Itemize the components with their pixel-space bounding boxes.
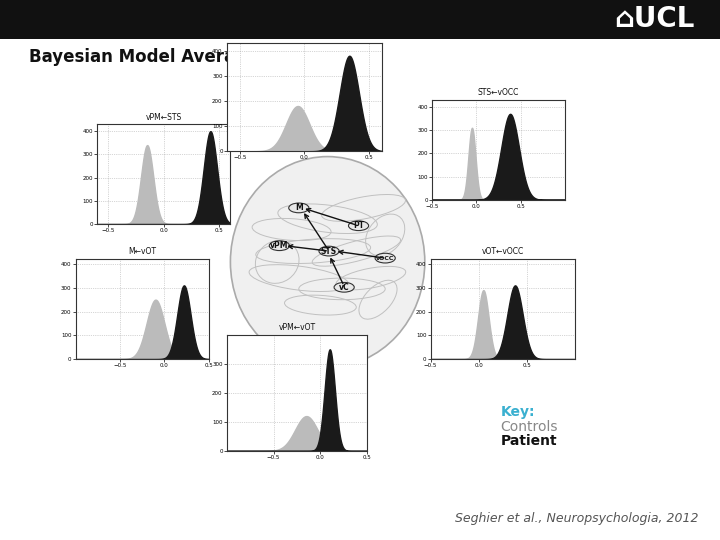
Text: vOT←vOCC: vOT←vOCC bbox=[482, 247, 523, 256]
Text: Bayesian Model Averaging: Bayesian Model Averaging bbox=[29, 48, 276, 66]
Text: Patient: Patient bbox=[500, 434, 557, 448]
Text: Seghier et al., Neuropsychologia, 2012: Seghier et al., Neuropsychologia, 2012 bbox=[455, 512, 698, 525]
Text: Key:: Key: bbox=[500, 405, 535, 419]
Text: ⌂UCL: ⌂UCL bbox=[614, 5, 695, 33]
Text: STS←vOCC: STS←vOCC bbox=[478, 88, 519, 97]
Text: vOCC: vOCC bbox=[376, 255, 395, 261]
Text: Controls: Controls bbox=[500, 420, 558, 434]
Text: vPM: vPM bbox=[270, 241, 289, 250]
Text: vPM←STS: vPM←STS bbox=[145, 112, 182, 122]
Bar bbox=[0, 0, 720, 39]
Ellipse shape bbox=[348, 221, 369, 231]
Ellipse shape bbox=[289, 203, 309, 213]
Ellipse shape bbox=[375, 253, 395, 263]
Text: M←vOT: M←vOT bbox=[128, 247, 156, 256]
Text: vC: vC bbox=[339, 283, 349, 292]
Ellipse shape bbox=[230, 157, 425, 367]
Ellipse shape bbox=[319, 246, 339, 256]
Text: PT: PT bbox=[353, 221, 364, 230]
Ellipse shape bbox=[269, 241, 289, 251]
Text: vPM←vOT: vPM←vOT bbox=[279, 323, 315, 332]
Ellipse shape bbox=[334, 282, 354, 292]
Text: STS: STS bbox=[321, 247, 337, 255]
Text: M: M bbox=[295, 204, 302, 212]
Text: M←STS: M←STS bbox=[291, 31, 318, 40]
